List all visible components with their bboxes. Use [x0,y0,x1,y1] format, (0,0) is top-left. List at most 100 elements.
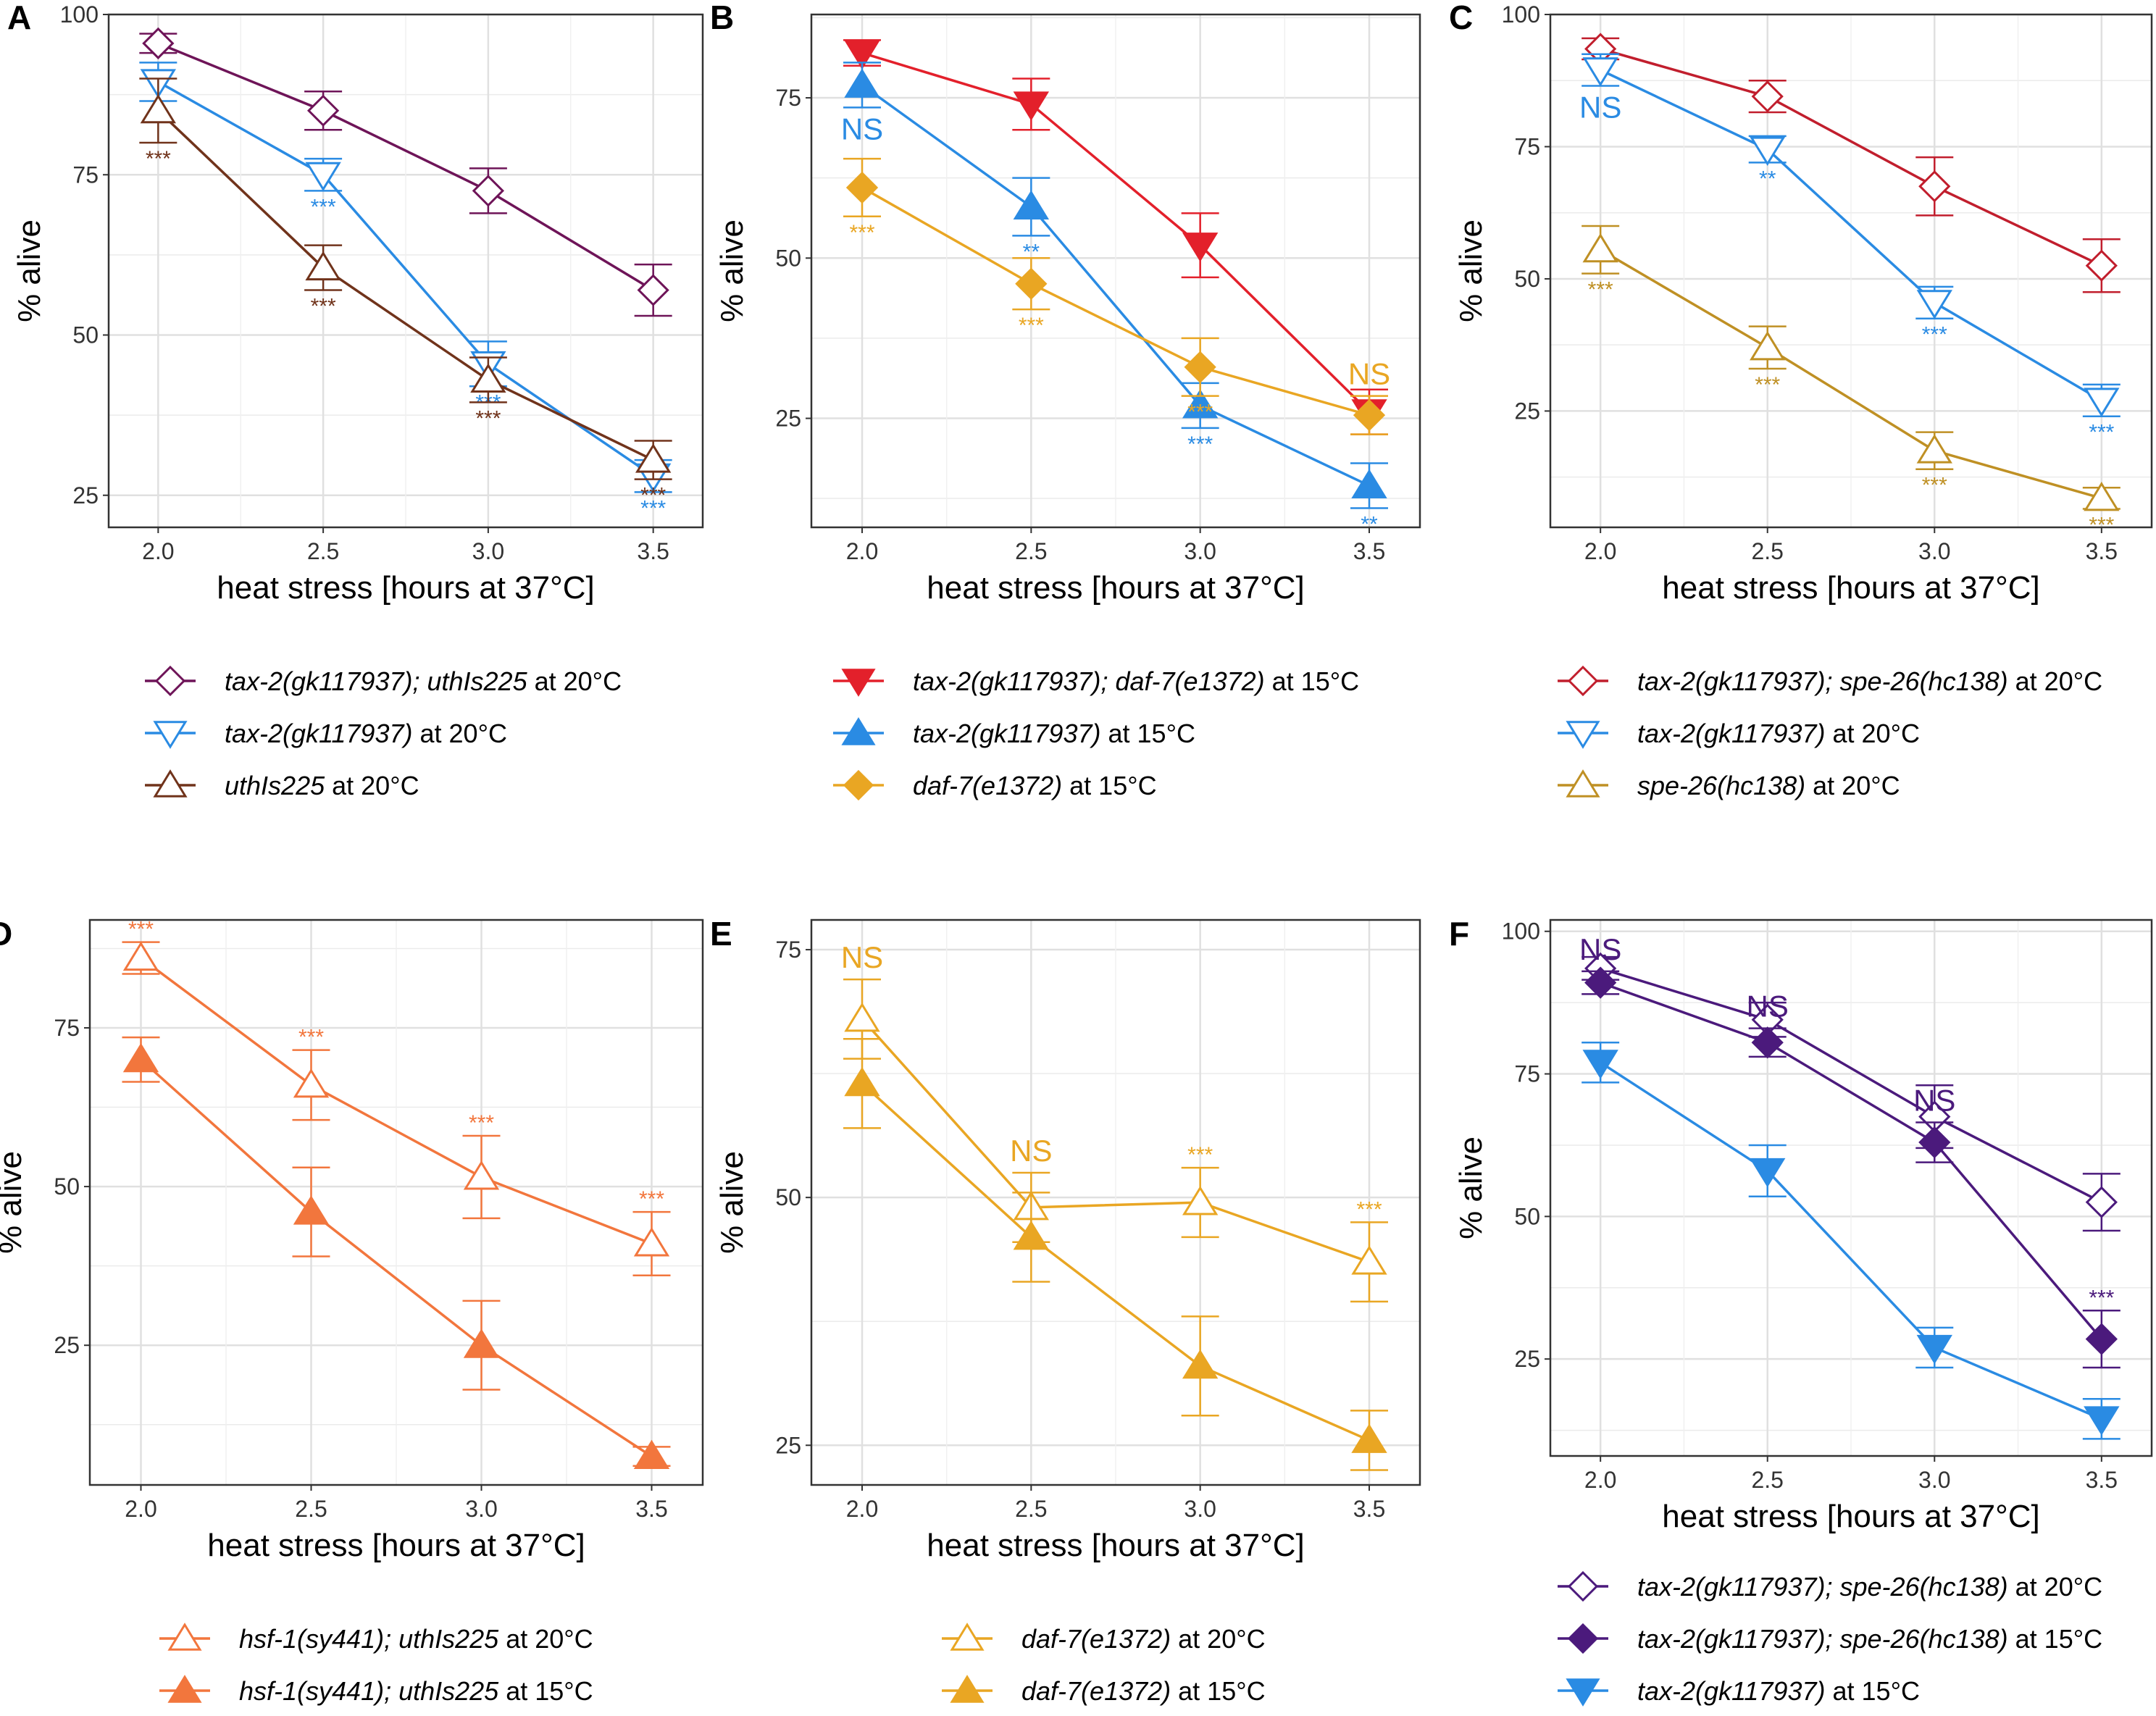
legend-marker [843,769,874,801]
x-tick-label: 3.5 [2086,538,2118,564]
series-line [1600,967,2102,1204]
legend-label: tax-2(gk117937) at 20°C [1637,719,1920,748]
series-1: NS NS NS *** [1579,932,2121,1369]
legend-label: hsf-1(sy441); uthIs225 at 20°C [239,1624,593,1654]
significance-label: *** [640,484,666,508]
legend-label-condition: at 20°C [527,666,622,696]
x-tick-label: 3.5 [637,538,669,564]
y-tick-label: 25 [54,1332,80,1358]
data-point [635,443,672,473]
data-point [1582,233,1618,263]
legend-label: hsf-1(sy441); uthIs225 at 15°C [239,1676,593,1706]
legend-label-name: tax-2(gk117937) [1637,719,1826,748]
data-point [1013,1221,1050,1250]
data-point [305,162,341,192]
series-line [861,186,1370,417]
significance-label: *** [1588,278,1613,302]
legend-label-name: tax-2(gk117937); daf-7(e1372) [913,666,1265,696]
y-tick-label: 75 [1514,1061,1540,1087]
x-axis-label: heat stress [hours at 37°C] [217,570,594,606]
y-tick-label: 25 [72,482,99,508]
x-axis-label: heat stress [hours at 37°C] [927,570,1304,606]
legend-marker [167,1623,202,1651]
x-tick-label: 3.0 [1918,1467,1950,1493]
significance-label: *** [2089,513,2114,537]
data-point [2084,388,2120,417]
panel-letter: F [1449,915,1469,953]
x-tick-label: 2.0 [125,1496,156,1522]
legend-label-name: tax-2(gk117937); uthIs225 [225,666,528,696]
legend-label-condition: at 15°C [498,1676,593,1706]
series-line [861,51,1371,413]
data-point [1351,469,1387,498]
legend-label-condition: at 20°C [413,719,507,748]
data-point [1182,1349,1219,1379]
legend-label-condition: at 15°C [1265,666,1359,696]
data-point [633,1439,670,1470]
legend-label: tax-2(gk117937); spe-26(hc138) at 20°C [1637,1572,2102,1602]
significance-label: *** [469,1111,494,1135]
y-tick-label: 50 [1514,266,1540,292]
x-tick-label: 3.0 [465,1496,497,1522]
series-1: NS******** [1579,53,2121,445]
legend-marker [841,669,876,697]
x-tick-label: 2.5 [295,1496,327,1522]
data-point [637,274,669,306]
x-tick-label: 2.5 [1015,1496,1047,1522]
significance-label: *** [2089,421,2114,445]
legend-label-condition: at 20°C [498,1624,593,1654]
series-line [157,109,654,461]
legend-label-condition: at 20°C [2008,1572,2102,1602]
series-line [157,42,654,292]
data-point [1916,290,1952,319]
significance-label: NS [1010,1134,1052,1168]
x-tick-label: 3.0 [1184,538,1216,564]
panel-F: 25 50 75 100 2.0 2.5 3.0 3.5 heat stress [hours … [1449,915,2153,1534]
data-point [633,1227,670,1257]
legend-label-condition: at 20°C [1826,719,1920,748]
x-tick-label: 2.0 [846,1496,878,1522]
x-tick-label: 2.0 [142,538,174,564]
y-tick-label: 25 [1514,1346,1540,1372]
panel-border [810,13,1421,529]
x-axis-label: heat stress [hours at 37°C] [207,1528,585,1563]
data-point [1750,136,1786,167]
series-line [861,83,1370,487]
legend-label: tax-2(gk117937) at 20°C [225,719,507,748]
legend-marker [1567,1570,1599,1602]
significance-label: ** [1361,512,1378,536]
legend-label: daf-7(e1372) at 20°C [1021,1624,1266,1654]
data-point [1015,267,1048,300]
legend-marker [1567,665,1599,697]
significance-label: ** [1759,167,1776,191]
data-point [1750,1158,1786,1188]
significance-label: NS [1913,1083,1955,1117]
data-point [142,27,175,59]
x-tick-label: 2.0 [1584,1467,1616,1493]
legend-label-condition: at 20°C [1805,771,1900,800]
significance-label: *** [1922,323,1947,347]
legend-label-name: daf-7(e1372) [913,771,1062,800]
series-line [1600,1061,2102,1420]
legend-label-name: daf-7(e1372) [1021,1624,1171,1654]
significance-label: *** [128,918,154,942]
x-axis-label: heat stress [hours at 37°C] [1662,1499,2039,1534]
data-point [844,1002,880,1032]
data-point [2084,1406,2120,1436]
significance-label: NS [1348,357,1390,391]
data-point [305,251,341,281]
legend-label: spe-26(hc138) at 20°C [1637,771,1900,800]
significance-label: *** [640,496,666,520]
significance-label: *** [311,295,336,319]
y-tick-label: 50 [72,322,99,348]
data-point [844,1066,880,1097]
y-tick-label: 100 [1502,1,1540,28]
panel-letter: A [7,0,31,36]
y-tick-label: 50 [775,1184,801,1210]
data-point [1351,1423,1387,1453]
x-tick-label: 3.0 [1184,1496,1216,1522]
data-point [1584,966,1617,999]
y-tick-label: 25 [775,406,801,432]
legend-label-name: tax-2(gk117937); spe-26(hc138) [1637,1624,2008,1654]
data-point [1182,1186,1219,1215]
